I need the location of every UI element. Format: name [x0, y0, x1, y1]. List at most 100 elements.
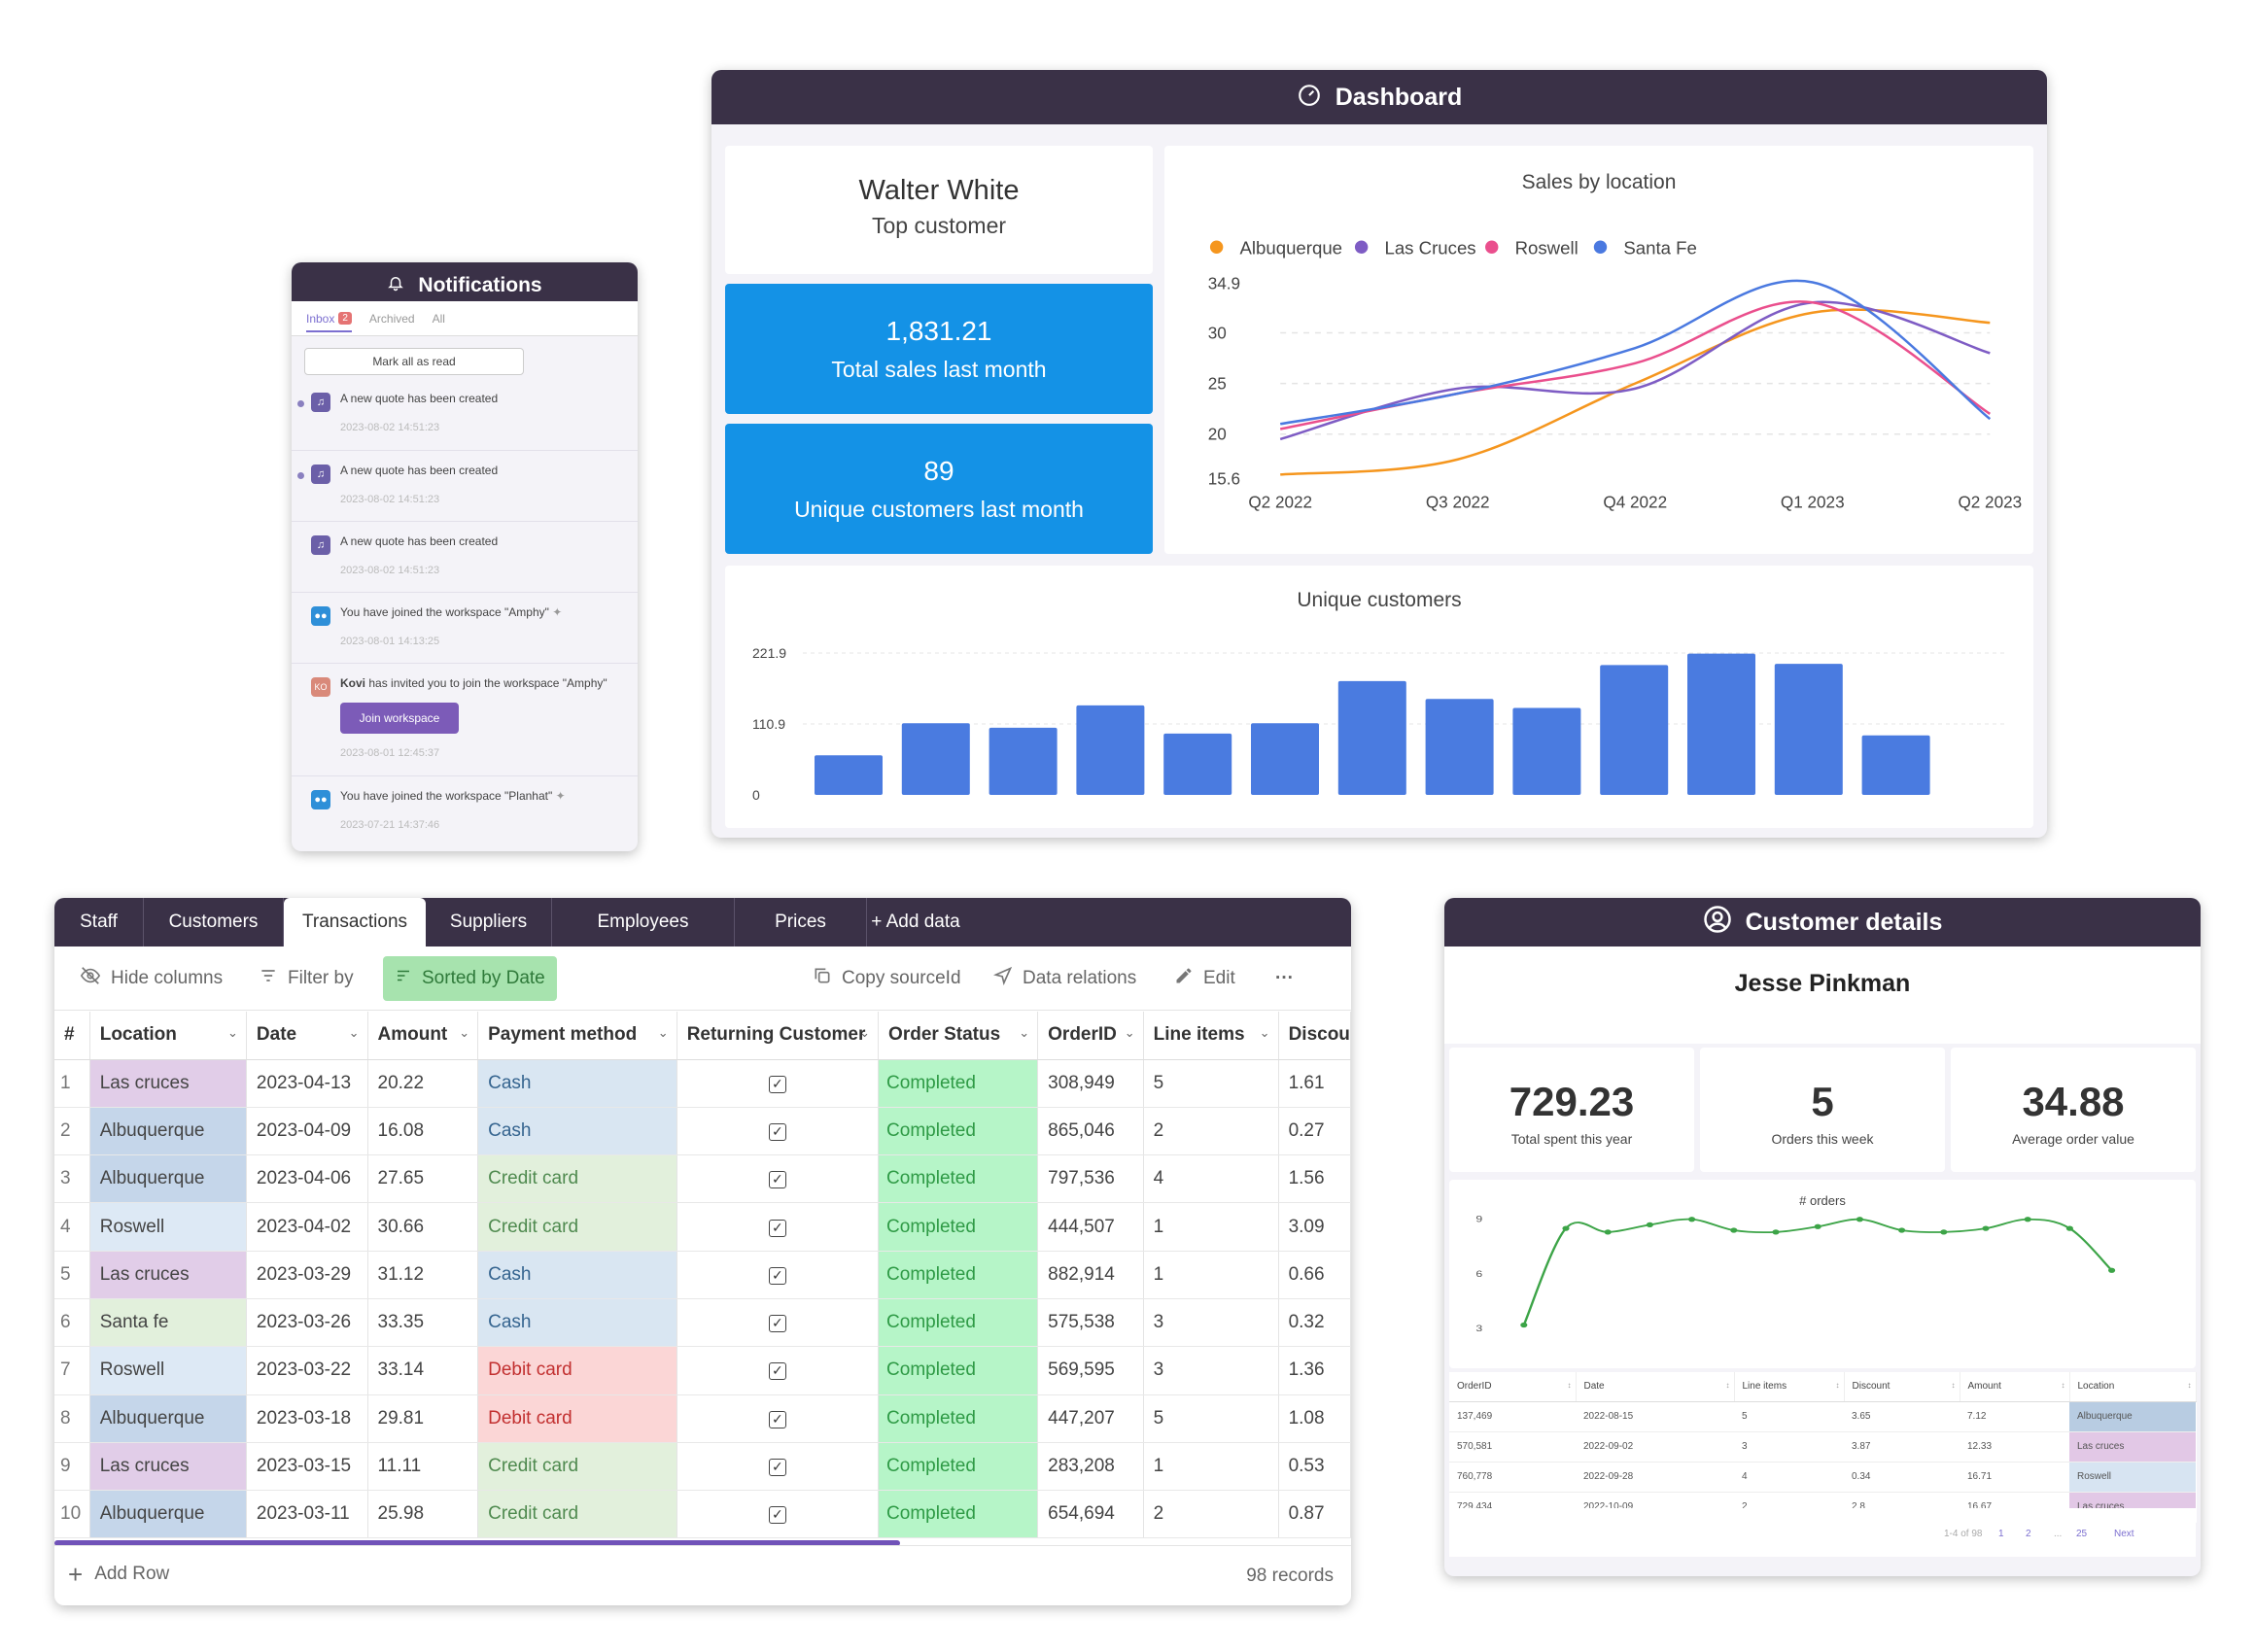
edit-button[interactable]: Edit — [1174, 956, 1235, 1001]
table-cell[interactable]: 4 — [54, 1202, 90, 1252]
table-cell[interactable]: 0.27 — [1278, 1107, 1351, 1156]
copy-sourceid-button[interactable]: Copy sourceId — [813, 956, 961, 1001]
column-header[interactable]: Discou — [1278, 1012, 1351, 1060]
table-row[interactable]: 137,469 2022-08-15 5 3.65 7.12 Albuquerque — [1449, 1401, 2196, 1432]
notification-item[interactable]: KO Kovi has invited you to join the work… — [292, 663, 638, 775]
table-cell[interactable]: Cash — [477, 1059, 677, 1108]
table-cell[interactable]: 308,949 — [1037, 1059, 1144, 1108]
notification-item[interactable]: ●● You have joined the workspace "Planha… — [292, 775, 638, 851]
filter-button[interactable]: Filter by — [259, 956, 354, 1001]
table-cell[interactable]: 2023-03-29 — [246, 1251, 368, 1299]
table-cell[interactable]: 5 — [54, 1251, 90, 1299]
chevron-down-icon[interactable]: ⌄ — [1019, 1025, 1030, 1040]
table-cell[interactable]: 1 — [1143, 1202, 1279, 1252]
table-cell[interactable]: 25.98 — [367, 1490, 479, 1539]
chevron-down-icon[interactable]: ⌄ — [1259, 1025, 1270, 1040]
table-cell[interactable]: Las cruces — [89, 1059, 247, 1108]
table-cell[interactable]: 865,046 — [1037, 1107, 1144, 1156]
tab-employees[interactable]: Employees — [552, 898, 735, 946]
table-cell[interactable]: 33.14 — [367, 1346, 479, 1395]
table-row[interactable]: 5 Las cruces 2023-03-29 31.12 Cash ✓ Completed… — [54, 1251, 1351, 1299]
checkbox[interactable]: ✓ — [768, 1410, 786, 1428]
tab-inbox[interactable]: Inbox 2 — [306, 312, 352, 332]
mark-all-read-button[interactable]: Mark all as read — [304, 348, 524, 375]
table-cell[interactable]: 2023-03-11 — [246, 1490, 368, 1539]
table-cell[interactable]: 1.56 — [1278, 1154, 1351, 1204]
table-cell[interactable]: Completed — [878, 1251, 1039, 1299]
checkbox[interactable]: ✓ — [768, 1171, 786, 1189]
table-cell[interactable]: 3 — [1143, 1298, 1279, 1348]
table-cell[interactable]: Completed — [878, 1107, 1039, 1156]
sort-button[interactable]: Sorted by Date — [383, 955, 557, 1001]
notification-item[interactable]: ♫ A new quote has been created 2023-08-0… — [292, 379, 638, 450]
chevron-down-icon[interactable]: ⌄ — [1124, 1025, 1135, 1040]
table-cell[interactable]: 27.65 — [367, 1154, 479, 1204]
tab-staff[interactable]: Staff — [54, 898, 144, 946]
table-row[interactable]: 6 Santa fe 2023-03-26 33.35 Cash ✓ Completed 57… — [54, 1298, 1351, 1348]
table-cell[interactable]: 2023-04-09 — [246, 1107, 368, 1156]
notification-item[interactable]: ●● You have joined the workspace "Amphy"… — [292, 592, 638, 663]
table-cell[interactable]: Credit card — [477, 1442, 677, 1492]
table-cell[interactable]: 2023-04-13 — [246, 1059, 368, 1108]
table-cell[interactable]: Completed — [878, 1490, 1039, 1539]
table-cell[interactable]: 2023-03-15 — [246, 1442, 368, 1492]
hide-columns-button[interactable]: Hide columns — [80, 956, 223, 1001]
table-row[interactable]: 760,778 2022-09-28 4 0.34 16.71 Roswell — [1449, 1462, 2196, 1493]
table-cell[interactable]: 1 — [54, 1059, 90, 1108]
table-cell[interactable]: 797,536 — [1037, 1154, 1144, 1204]
table-cell[interactable]: ✓ — [676, 1202, 880, 1252]
table-cell[interactable]: Cash — [477, 1107, 677, 1156]
column-header[interactable]: Date ⌄ — [246, 1012, 368, 1060]
tab-suppliers[interactable]: Suppliers — [426, 898, 552, 946]
table-cell[interactable]: Albuquerque — [89, 1154, 247, 1204]
table-cell[interactable]: 0.87 — [1278, 1490, 1351, 1539]
sort-icon[interactable]: ↕ — [1835, 1381, 1840, 1390]
table-cell[interactable]: Roswell — [89, 1346, 247, 1395]
column-header[interactable]: Date ↕ — [1576, 1372, 1735, 1402]
table-cell[interactable]: 16.08 — [367, 1107, 479, 1156]
table-cell[interactable]: 2023-03-18 — [246, 1394, 368, 1443]
table-cell[interactable]: 0.66 — [1278, 1251, 1351, 1299]
table-cell[interactable]: Santa fe — [89, 1298, 247, 1348]
table-cell[interactable]: Albuquerque — [89, 1394, 247, 1443]
table-cell[interactable]: 575,538 — [1037, 1298, 1144, 1348]
table-cell[interactable]: ✓ — [676, 1059, 880, 1108]
table-cell[interactable]: ✓ — [676, 1107, 880, 1156]
table-cell[interactable]: ✓ — [676, 1442, 880, 1492]
table-cell[interactable]: ✓ — [676, 1154, 880, 1204]
checkbox[interactable]: ✓ — [768, 1459, 786, 1477]
pager-page-2[interactable]: 2 — [2026, 1529, 2031, 1539]
add-data-button[interactable]: + Add data — [871, 912, 960, 932]
table-row[interactable]: 3 Albuquerque 2023-04-06 27.65 Credit card ✓ C… — [54, 1154, 1351, 1204]
table-cell[interactable]: Completed — [878, 1442, 1039, 1492]
checkbox[interactable]: ✓ — [768, 1315, 786, 1333]
table-cell[interactable]: Credit card — [477, 1490, 677, 1539]
table-cell[interactable]: Completed — [878, 1346, 1039, 1395]
table-cell[interactable]: 3 — [1143, 1346, 1279, 1395]
table-cell[interactable]: 1.36 — [1278, 1346, 1351, 1395]
table-cell[interactable]: Completed — [878, 1059, 1039, 1108]
table-cell[interactable]: 569,595 — [1037, 1346, 1144, 1395]
table-row[interactable]: 7 Roswell 2023-03-22 33.14 Debit card ✓ Comple… — [54, 1346, 1351, 1395]
table-cell[interactable]: 2 — [1143, 1490, 1279, 1539]
checkbox[interactable]: ✓ — [768, 1122, 786, 1141]
column-header[interactable]: Amount ⌄ — [367, 1012, 479, 1060]
checkbox[interactable]: ✓ — [768, 1075, 786, 1093]
checkbox[interactable]: ✓ — [768, 1266, 786, 1285]
pager-next[interactable]: Next — [2114, 1529, 2134, 1539]
table-cell[interactable]: 283,208 — [1037, 1442, 1144, 1492]
add-row-button[interactable]: + Add Row — [68, 1562, 169, 1587]
notification-item[interactable]: ♫ A new quote has been created 2023-08-0… — [292, 450, 638, 521]
column-header[interactable]: Location ⌄ — [89, 1012, 247, 1060]
table-cell[interactable]: Albuquerque — [89, 1107, 247, 1156]
sort-icon[interactable]: ↕ — [1951, 1381, 1956, 1390]
checkbox[interactable]: ✓ — [768, 1506, 786, 1525]
more-options-button[interactable]: ··· — [1275, 967, 1294, 988]
sort-icon[interactable]: ↕ — [1725, 1381, 1730, 1390]
table-row[interactable]: 2 Albuquerque 2023-04-09 16.08 Cash ✓ Complete… — [54, 1107, 1351, 1156]
table-row[interactable]: 570,581 2022-09-02 3 3.87 12.33 Las cruces — [1449, 1431, 2196, 1463]
notification-item[interactable]: ♫ A new quote has been created 2023-08-0… — [292, 521, 638, 592]
pager-page-last[interactable]: 25 — [2076, 1529, 2088, 1539]
table-cell[interactable]: 1 — [1143, 1442, 1279, 1492]
pager-page-1[interactable]: 1 — [1998, 1529, 2004, 1539]
